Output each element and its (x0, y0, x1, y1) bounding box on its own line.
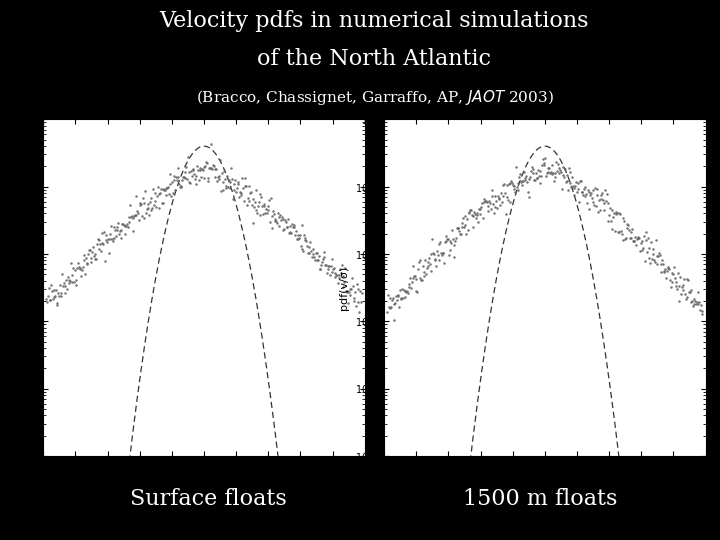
X-axis label: v/σ: v/σ (536, 476, 554, 487)
Text: 1500 m floats: 1500 m floats (463, 488, 617, 510)
Y-axis label: pdf(v/σ): pdf(v/σ) (0, 266, 9, 310)
Text: Velocity pdfs in numerical simulations: Velocity pdfs in numerical simulations (160, 10, 589, 32)
Text: of the North Atlantic: of the North Atlantic (258, 48, 491, 70)
Text: (Bracco, Chassignet, Garraffo, AP, $\mathit{JAOT}$ 2003): (Bracco, Chassignet, Garraffo, AP, $\mat… (196, 88, 553, 107)
Text: Surface floats: Surface floats (130, 488, 287, 510)
X-axis label: v/σ: v/σ (195, 476, 212, 487)
Y-axis label: pdf(v/σ): pdf(v/σ) (339, 266, 349, 310)
